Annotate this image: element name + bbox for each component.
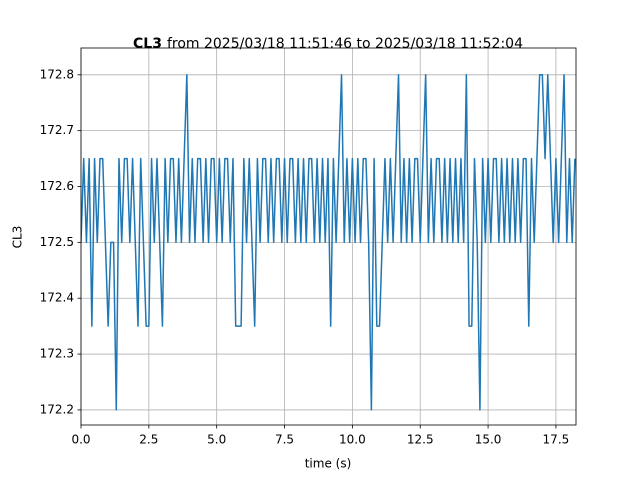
y-tick-label: 172.4	[40, 291, 74, 305]
x-tick-label: 17.5	[543, 433, 570, 447]
y-tick-label: 172.2	[40, 402, 74, 416]
y-axis-label: CL3	[11, 226, 25, 249]
y-tick-label: 172.3	[40, 347, 74, 361]
x-axis-label: time (s)	[305, 457, 352, 471]
x-tick-label: 10.0	[339, 433, 366, 447]
title-bold: CL3	[133, 36, 162, 52]
y-tick-label: 172.6	[40, 179, 74, 193]
chart-title: CL3 from 2025/03/18 11:51:46 to 2025/03/1…	[133, 36, 523, 52]
x-tick-label: 12.5	[407, 433, 434, 447]
x-tick-label: 5.0	[207, 433, 226, 447]
y-tick-label: 172.7	[40, 123, 74, 137]
x-tick-label: 2.5	[139, 433, 158, 447]
plot-frame	[80, 47, 577, 426]
x-tick-label: 15.0	[475, 433, 502, 447]
x-tick-label: 7.5	[275, 433, 294, 447]
y-tick-label: 172.5	[40, 235, 74, 249]
title-rest: from 2025/03/18 11:51:46 to 2025/03/18 1…	[167, 36, 523, 52]
y-tick-label: 172.8	[40, 67, 74, 81]
data-line	[81, 74, 576, 411]
x-tick-label: 0.0	[71, 433, 90, 447]
